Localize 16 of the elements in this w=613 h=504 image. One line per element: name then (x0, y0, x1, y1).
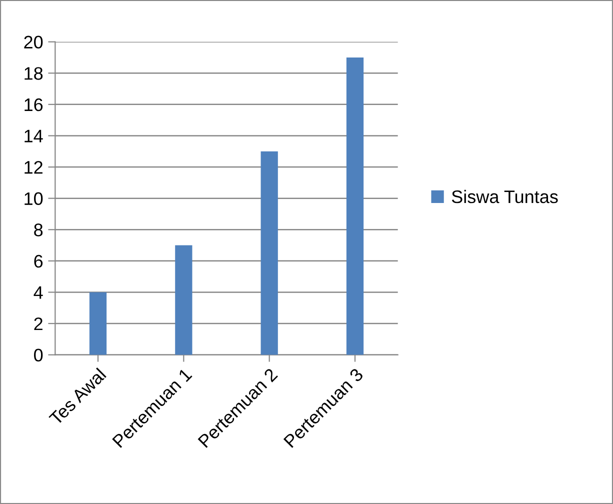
y-tick-label: 2 (34, 317, 42, 330)
y-tick-label: 10 (24, 192, 43, 206)
bar (89, 292, 107, 355)
bar (175, 245, 192, 355)
bar (346, 57, 364, 355)
bar (260, 151, 278, 355)
y-tick-label: 20 (24, 36, 43, 49)
y-tick-label: 4 (34, 286, 43, 299)
y-tick-label: 14 (24, 130, 43, 142)
y-tick-label: 0 (34, 348, 43, 362)
y-tick-label: 12 (24, 160, 42, 174)
y-tick-label: 18 (24, 67, 43, 80)
y-tick-label: 6 (34, 254, 43, 268)
legend-label: Siswa Tuntas (452, 190, 558, 204)
y-tick-label: 16 (24, 98, 43, 112)
y-tick-label: 8 (34, 224, 43, 236)
